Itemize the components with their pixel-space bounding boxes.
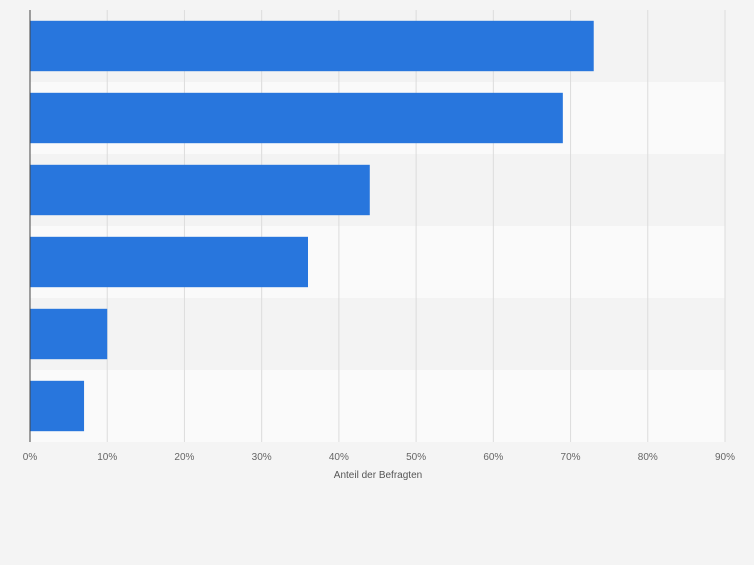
bar-2[interactable] — [30, 92, 563, 144]
x-tick-label-40pct: 40% — [329, 452, 349, 463]
x-tick-label-50pct: 50% — [406, 452, 426, 463]
bar-4[interactable] — [30, 236, 308, 288]
x-tick-label-30pct: 30% — [252, 452, 272, 463]
row-band-5 — [30, 298, 725, 370]
x-tick-label-10pct: 10% — [97, 452, 117, 463]
x-tick-label-90pct: 90% — [715, 452, 735, 463]
x-tick-label-20pct: 20% — [174, 452, 194, 463]
bar-5[interactable] — [30, 308, 108, 360]
x-tick-label-0pct: 0% — [23, 452, 38, 463]
x-tick-label-70pct: 70% — [561, 452, 581, 463]
x-axis-title: Anteil der Befragten — [334, 470, 422, 481]
x-axis-ticks: 0% 10% 20% 30% 40% 50% 60% 70% 80% 90% — [23, 452, 735, 463]
x-tick-label-60pct: 60% — [483, 452, 503, 463]
bar-6[interactable] — [30, 380, 85, 432]
bars — [30, 20, 594, 432]
bar-3[interactable] — [30, 164, 370, 216]
row-band-6 — [30, 370, 725, 442]
bar-1[interactable] — [30, 20, 594, 72]
row-bands — [30, 10, 725, 442]
grid-lines — [106, 10, 726, 442]
x-tick-label-80pct: 80% — [638, 452, 658, 463]
